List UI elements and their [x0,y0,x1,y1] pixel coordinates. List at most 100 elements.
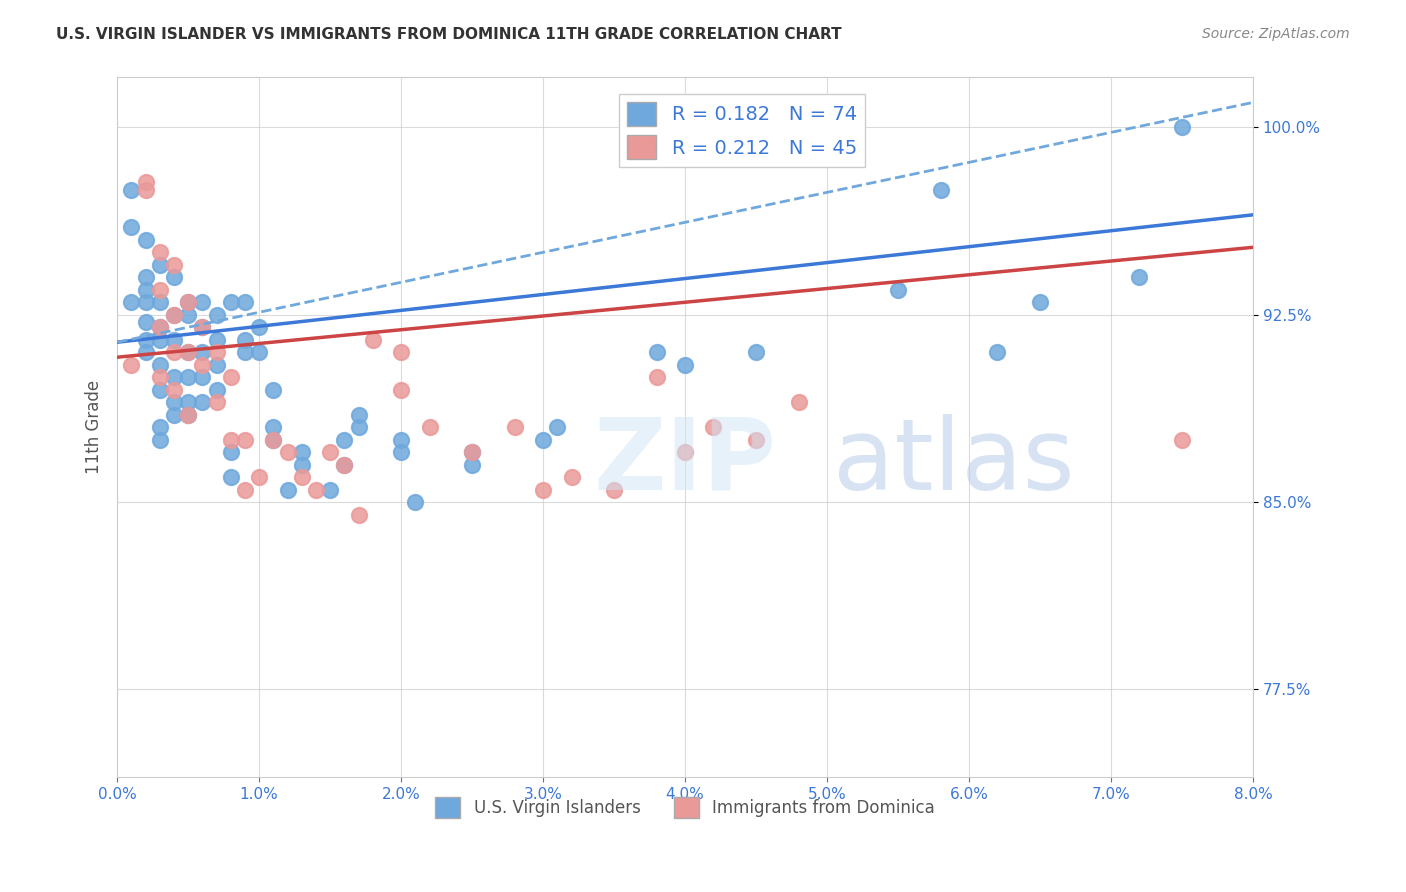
Immigrants from Dominica [149,320,172,334]
U.S. Virgin Islanders [163,308,186,322]
U.S. Virgin Islanders [219,470,242,484]
Immigrants from Dominica [205,395,228,409]
Immigrants from Dominica [277,445,299,459]
U.S. Virgin Islanders [233,345,256,359]
U.S. Virgin Islanders [233,333,256,347]
U.S. Virgin Islanders [233,295,256,310]
U.S. Virgin Islanders [986,345,1008,359]
U.S. Virgin Islanders [887,283,910,297]
Immigrants from Dominica [205,345,228,359]
U.S. Virgin Islanders [1171,120,1194,135]
U.S. Virgin Islanders [205,358,228,372]
U.S. Virgin Islanders [347,420,370,434]
U.S. Virgin Islanders [177,345,200,359]
U.S. Virgin Islanders [177,295,200,310]
Immigrants from Dominica [219,370,242,384]
Immigrants from Dominica [603,483,626,497]
Immigrants from Dominica [319,445,342,459]
U.S. Virgin Islanders [149,320,172,334]
Immigrants from Dominica [120,358,142,372]
Immigrants from Dominica [702,420,724,434]
Text: U.S. VIRGIN ISLANDER VS IMMIGRANTS FROM DOMINICA 11TH GRADE CORRELATION CHART: U.S. VIRGIN ISLANDER VS IMMIGRANTS FROM … [56,27,842,42]
Immigrants from Dominica [503,420,526,434]
Immigrants from Dominica [1171,433,1194,447]
U.S. Virgin Islanders [531,433,554,447]
Immigrants from Dominica [233,483,256,497]
U.S. Virgin Islanders [219,295,242,310]
U.S. Virgin Islanders [149,433,172,447]
U.S. Virgin Islanders [673,358,696,372]
U.S. Virgin Islanders [745,345,768,359]
U.S. Virgin Islanders [277,483,299,497]
U.S. Virgin Islanders [163,370,186,384]
U.S. Virgin Islanders [135,233,157,247]
U.S. Virgin Islanders [149,295,172,310]
Immigrants from Dominica [191,320,214,334]
U.S. Virgin Islanders [546,420,568,434]
U.S. Virgin Islanders [135,315,157,329]
U.S. Virgin Islanders [205,308,228,322]
U.S. Virgin Islanders [163,395,186,409]
Immigrants from Dominica [219,433,242,447]
U.S. Virgin Islanders [461,445,484,459]
U.S. Virgin Islanders [149,420,172,434]
U.S. Virgin Islanders [163,333,186,347]
Immigrants from Dominica [262,433,284,447]
U.S. Virgin Islanders [191,395,214,409]
U.S. Virgin Islanders [191,295,214,310]
U.S. Virgin Islanders [191,345,214,359]
U.S. Virgin Islanders [135,345,157,359]
U.S. Virgin Islanders [347,408,370,422]
U.S. Virgin Islanders [262,433,284,447]
U.S. Virgin Islanders [645,345,668,359]
U.S. Virgin Islanders [389,433,412,447]
U.S. Virgin Islanders [163,270,186,285]
U.S. Virgin Islanders [404,495,426,509]
Immigrants from Dominica [673,445,696,459]
Immigrants from Dominica [233,433,256,447]
U.S. Virgin Islanders [191,320,214,334]
U.S. Virgin Islanders [120,183,142,197]
Immigrants from Dominica [787,395,810,409]
Immigrants from Dominica [177,295,200,310]
U.S. Virgin Islanders [149,358,172,372]
Immigrants from Dominica [347,508,370,522]
Immigrants from Dominica [135,183,157,197]
U.S. Virgin Islanders [135,333,157,347]
Immigrants from Dominica [149,370,172,384]
U.S. Virgin Islanders [149,333,172,347]
U.S. Virgin Islanders [291,445,314,459]
U.S. Virgin Islanders [120,220,142,235]
U.S. Virgin Islanders [205,333,228,347]
Immigrants from Dominica [333,458,356,472]
U.S. Virgin Islanders [929,183,952,197]
Immigrants from Dominica [149,283,172,297]
U.S. Virgin Islanders [135,270,157,285]
U.S. Virgin Islanders [177,308,200,322]
U.S. Virgin Islanders [333,433,356,447]
U.S. Virgin Islanders [1029,295,1052,310]
Immigrants from Dominica [163,308,186,322]
U.S. Virgin Islanders [319,483,342,497]
Immigrants from Dominica [645,370,668,384]
Immigrants from Dominica [418,420,440,434]
U.S. Virgin Islanders [177,408,200,422]
U.S. Virgin Islanders [135,295,157,310]
Text: Source: ZipAtlas.com: Source: ZipAtlas.com [1202,27,1350,41]
U.S. Virgin Islanders [247,345,270,359]
Immigrants from Dominica [305,483,328,497]
Immigrants from Dominica [163,345,186,359]
Immigrants from Dominica [247,470,270,484]
Immigrants from Dominica [163,383,186,397]
U.S. Virgin Islanders [191,370,214,384]
Immigrants from Dominica [177,408,200,422]
Y-axis label: 11th Grade: 11th Grade [86,380,103,475]
Immigrants from Dominica [389,383,412,397]
U.S. Virgin Islanders [1128,270,1150,285]
U.S. Virgin Islanders [461,458,484,472]
Immigrants from Dominica [177,345,200,359]
Immigrants from Dominica [191,358,214,372]
Immigrants from Dominica [745,433,768,447]
Legend: U.S. Virgin Islanders, Immigrants from Dominica: U.S. Virgin Islanders, Immigrants from D… [429,791,942,824]
Immigrants from Dominica [163,258,186,272]
